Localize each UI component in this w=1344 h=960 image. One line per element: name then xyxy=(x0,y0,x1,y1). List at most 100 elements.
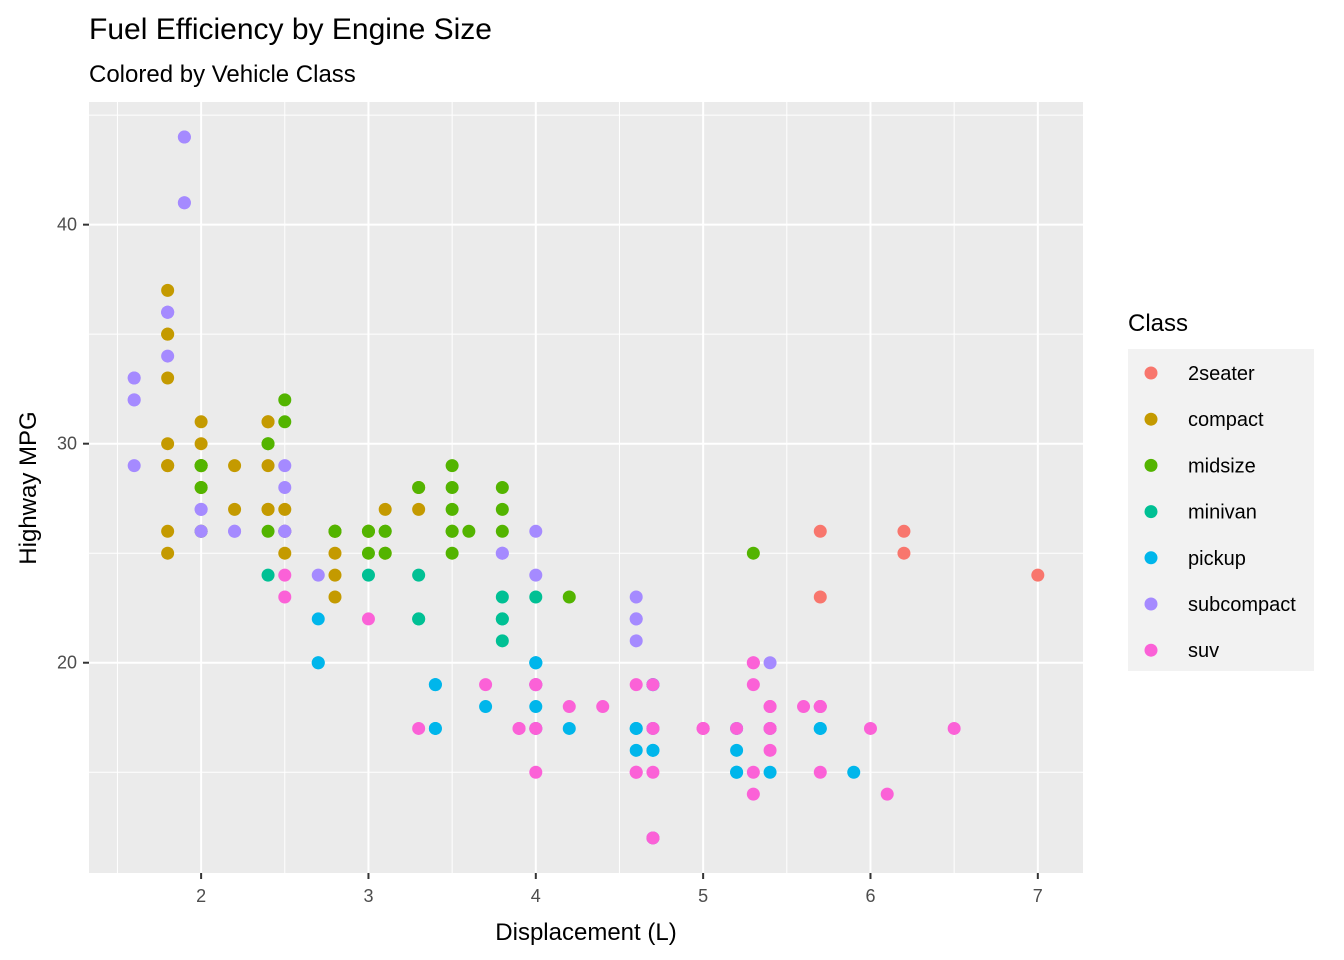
x-tick-label: 7 xyxy=(1033,886,1043,906)
data-point-suv xyxy=(730,721,744,735)
minor-gridlines xyxy=(89,102,1083,873)
data-point-minivan xyxy=(361,568,375,582)
data-point-suv xyxy=(479,678,493,692)
data-point-subcompact xyxy=(194,502,208,516)
legend-label-pickup: pickup xyxy=(1188,548,1246,570)
legend: Class 2seater compact midsize minivan pickup… xyxy=(1128,310,1314,671)
data-point-pickup xyxy=(847,765,861,779)
data-point-pickup xyxy=(562,721,576,735)
data-point-midsize xyxy=(562,590,576,604)
data-point-compact xyxy=(161,546,175,560)
data-point-suv xyxy=(696,721,710,735)
data-point-compact xyxy=(161,283,175,297)
data-point-suv xyxy=(646,831,660,845)
data-point-compact xyxy=(261,502,275,516)
data-point-suv xyxy=(863,721,877,735)
data-point-midsize xyxy=(445,481,459,494)
data-point-compact xyxy=(278,502,292,516)
data-point-pickup xyxy=(646,743,660,757)
data-point-subcompact xyxy=(629,590,643,604)
x-tick-label: 4 xyxy=(531,886,541,906)
data-point-2seater xyxy=(813,590,827,604)
data-point-midsize xyxy=(412,481,426,494)
legend-title: Class xyxy=(1128,310,1188,337)
data-point-midsize xyxy=(445,459,459,473)
data-point-pickup xyxy=(629,721,643,735)
data-point-subcompact xyxy=(177,130,191,144)
data-point-subcompact xyxy=(311,568,325,582)
major-gridlines xyxy=(89,102,1083,873)
data-point-subcompact xyxy=(629,612,643,626)
x-tick-label: 6 xyxy=(865,886,875,906)
data-point-suv xyxy=(880,787,894,801)
data-point-subcompact xyxy=(194,524,208,538)
data-point-compact xyxy=(378,502,392,516)
data-point-compact xyxy=(161,371,175,385)
data-point-midsize xyxy=(746,546,760,560)
data-point-2seater xyxy=(813,524,827,538)
y-tick-label: 20 xyxy=(57,653,77,673)
data-point-pickup xyxy=(479,700,493,714)
data-point-pickup xyxy=(311,656,325,670)
data-point-pickup xyxy=(311,612,325,626)
data-point-midsize xyxy=(194,459,208,473)
data-point-2seater xyxy=(897,546,911,560)
data-point-suv xyxy=(629,678,643,692)
data-point-minivan xyxy=(412,612,426,626)
data-point-suv xyxy=(746,765,760,779)
data-point-compact xyxy=(261,459,275,473)
data-point-subcompact xyxy=(228,524,242,538)
axes: 2 3 4 5 6 7 20 30 40 xyxy=(57,215,1043,906)
data-point-suv xyxy=(763,721,777,735)
data-point-subcompact xyxy=(278,524,292,538)
data-point-subcompact xyxy=(161,349,175,363)
data-point-suv xyxy=(763,700,777,714)
data-point-suv xyxy=(746,678,760,692)
data-point-midsize xyxy=(278,393,292,407)
data-point-midsize xyxy=(378,546,392,560)
data-point-suv xyxy=(529,765,543,779)
y-tick-label: 40 xyxy=(57,215,77,235)
data-point-compact xyxy=(328,568,342,582)
data-point-pickup xyxy=(629,743,643,757)
data-point-midsize xyxy=(378,524,392,538)
data-point-pickup xyxy=(730,743,744,757)
data-point-suv xyxy=(278,590,292,604)
data-point-subcompact xyxy=(127,393,141,407)
data-point-minivan xyxy=(412,568,426,582)
data-point-subcompact xyxy=(127,459,141,473)
legend-key-subcompact xyxy=(1144,597,1158,611)
data-point-subcompact xyxy=(529,568,543,582)
data-points xyxy=(127,130,1045,845)
data-point-compact xyxy=(161,459,175,473)
data-point-compact xyxy=(161,437,175,451)
chart-title: Fuel Efficiency by Engine Size xyxy=(89,13,492,46)
data-point-suv xyxy=(947,721,961,735)
chart-subtitle: Colored by Vehicle Class xyxy=(89,61,356,88)
plot-panel xyxy=(89,102,1083,873)
data-point-compact xyxy=(412,502,426,516)
data-point-suv xyxy=(361,612,375,626)
data-point-minivan xyxy=(495,590,509,604)
data-point-pickup xyxy=(529,700,543,714)
legend-label-compact: compact xyxy=(1188,409,1264,431)
legend-label-minivan: minivan xyxy=(1188,502,1257,524)
x-tick-label: 3 xyxy=(363,886,373,906)
data-point-compact xyxy=(161,524,175,538)
legend-key-compact xyxy=(1144,412,1158,426)
data-point-subcompact xyxy=(629,634,643,648)
y-tick-label: 30 xyxy=(57,434,77,454)
legend-label-midsize: midsize xyxy=(1188,455,1256,477)
data-point-subcompact xyxy=(529,524,543,538)
data-point-compact xyxy=(194,415,208,429)
data-point-suv xyxy=(562,700,576,714)
data-point-compact xyxy=(328,546,342,560)
data-point-midsize xyxy=(462,524,476,538)
data-point-minivan xyxy=(495,612,509,626)
data-point-suv xyxy=(529,721,543,735)
data-point-suv xyxy=(646,678,660,692)
data-point-midsize xyxy=(361,524,375,538)
x-tick-label: 5 xyxy=(698,886,708,906)
legend-label-subcompact: subcompact xyxy=(1188,594,1296,616)
